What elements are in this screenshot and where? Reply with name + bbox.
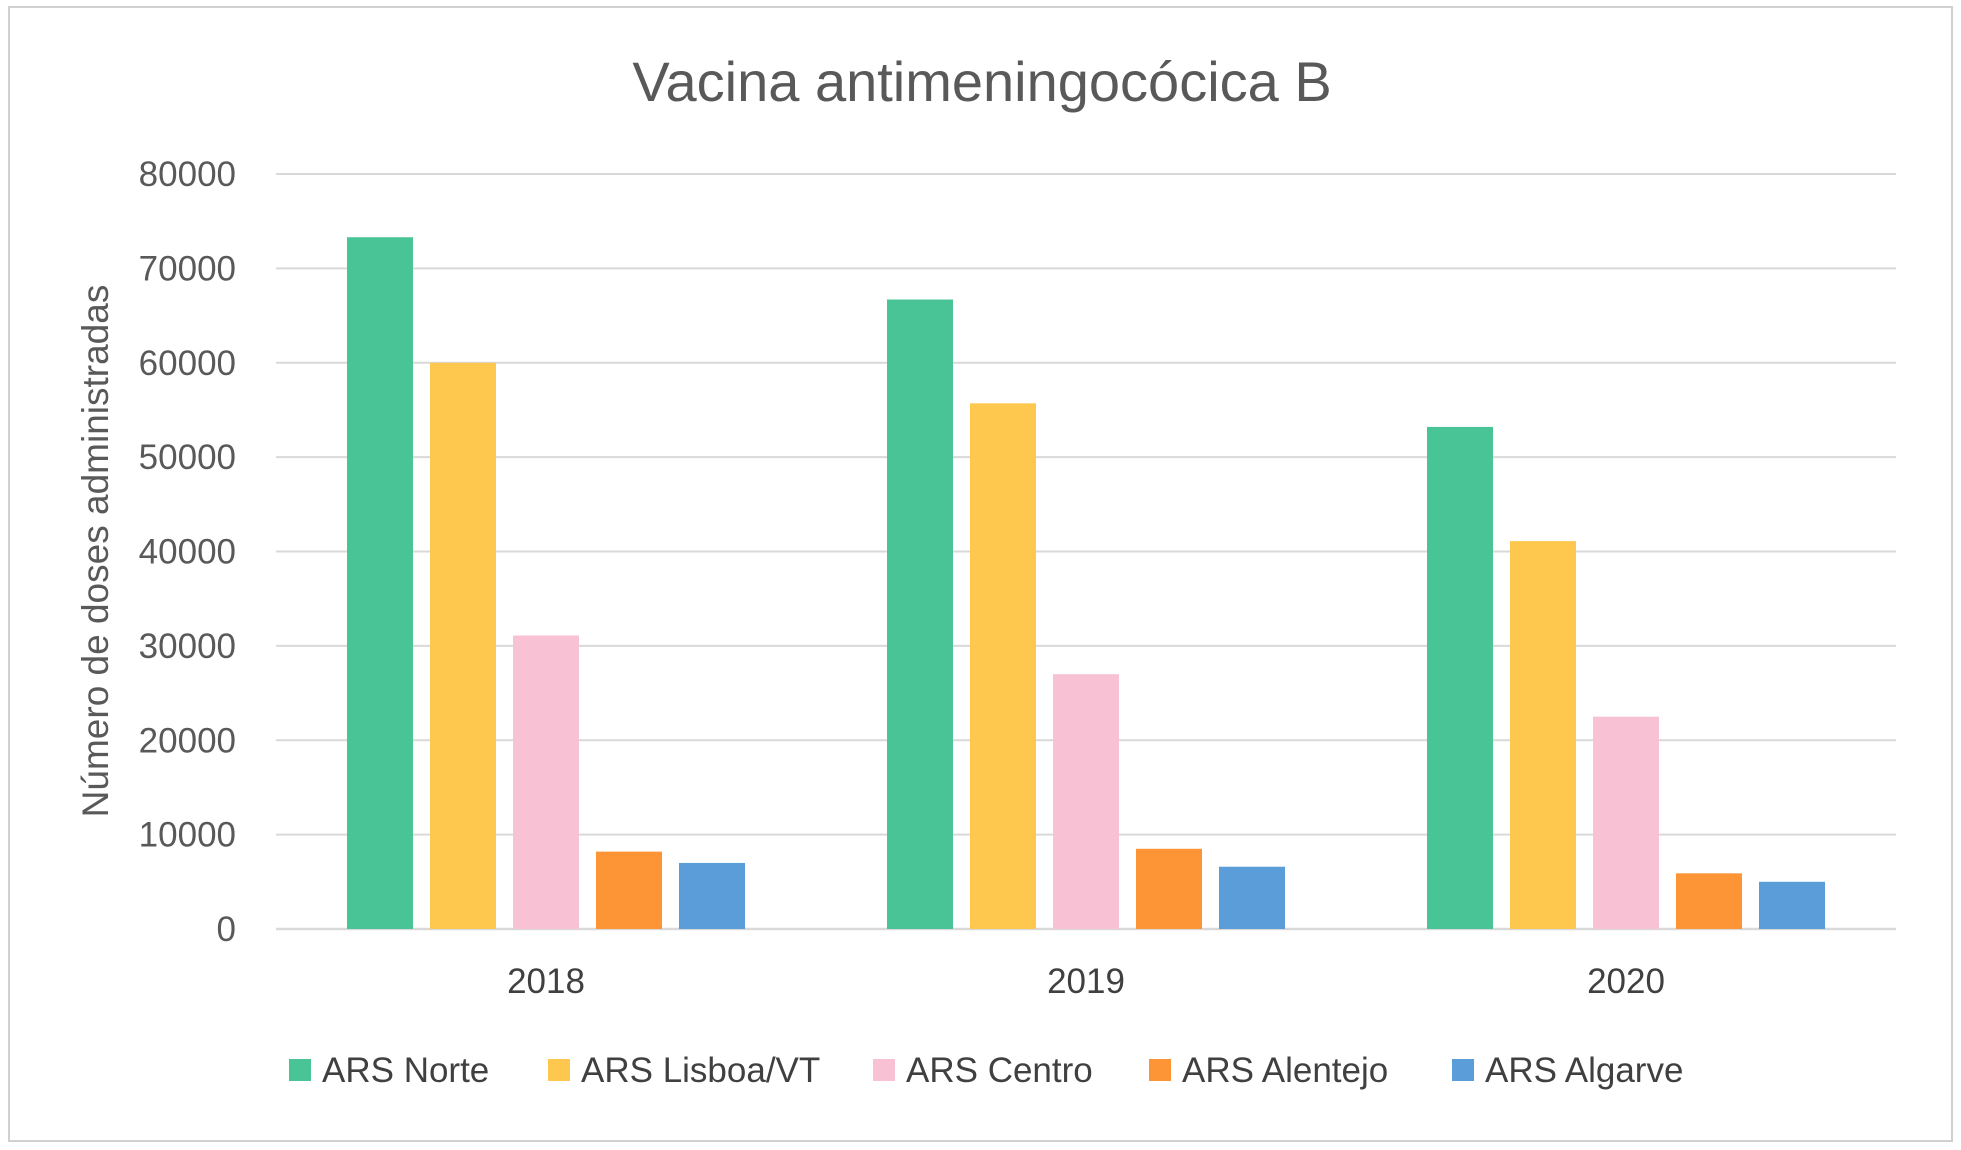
category-label: 2019 xyxy=(1047,962,1125,1001)
y-axis-label: Número de doses administradas xyxy=(75,285,116,818)
y-tick-label: 70000 xyxy=(139,249,236,288)
category-labels: 2018 2019 2020 xyxy=(507,962,1665,1001)
legend-swatch xyxy=(1149,1059,1171,1081)
chart-svg: Vacina antimeningocócica B Número de dos… xyxy=(75,50,1896,1090)
bar xyxy=(1510,541,1576,929)
legend-label: ARS Centro xyxy=(906,1051,1093,1090)
y-tick-labels: 0 10000 20000 30000 40000 50000 60000 70000 8000… xyxy=(139,155,236,949)
bar xyxy=(1136,848,1202,929)
legend-label: ARS Lisboa/VT xyxy=(581,1051,820,1090)
bar xyxy=(679,862,745,929)
y-tick-label: 80000 xyxy=(139,155,236,194)
y-tick-label: 10000 xyxy=(139,816,236,855)
category-label: 2018 xyxy=(507,962,585,1001)
bar xyxy=(1759,881,1825,929)
legend-swatch xyxy=(1452,1059,1474,1081)
legend-swatch xyxy=(548,1059,570,1081)
y-tick-label: 30000 xyxy=(139,627,236,666)
legend-swatch xyxy=(289,1059,311,1081)
bar xyxy=(513,635,579,929)
bar xyxy=(970,403,1036,929)
legend-label: ARS Algarve xyxy=(1485,1051,1683,1090)
y-tick-label: 60000 xyxy=(139,344,236,383)
chart-frame: Vacina antimeningocócica B Número de dos… xyxy=(8,6,1953,1142)
chart-title: Vacina antimeningocócica B xyxy=(632,50,1331,113)
bar xyxy=(1219,866,1285,929)
bar xyxy=(1676,873,1742,929)
y-tick-label: 40000 xyxy=(139,533,236,572)
bar xyxy=(887,299,953,929)
bar xyxy=(347,237,413,929)
bar xyxy=(430,362,496,929)
legend-swatch xyxy=(873,1059,895,1081)
bar xyxy=(596,851,662,929)
y-tick-label: 20000 xyxy=(139,721,236,760)
legend-label: ARS Norte xyxy=(322,1051,489,1090)
category-label: 2020 xyxy=(1587,962,1665,1001)
legend: ARS Norte ARS Lisboa/VT ARS Centro ARS Alen… xyxy=(289,1051,1683,1090)
y-tick-label: 0 xyxy=(217,910,236,949)
bar xyxy=(1427,426,1493,929)
bar xyxy=(1593,716,1659,929)
legend-label: ARS Alentejo xyxy=(1182,1051,1388,1090)
y-tick-label: 50000 xyxy=(139,438,236,477)
bars xyxy=(347,237,1825,929)
bar xyxy=(1053,674,1119,929)
